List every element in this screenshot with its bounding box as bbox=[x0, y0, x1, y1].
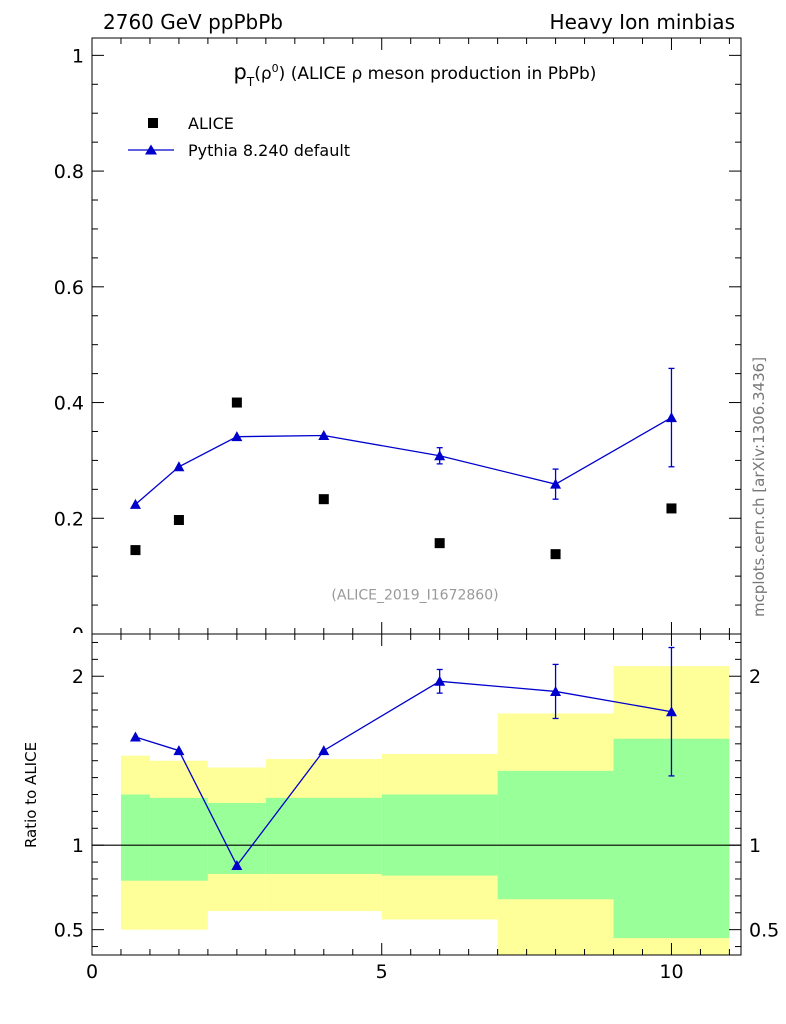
main-y-tick-label: 1 bbox=[72, 45, 84, 67]
main-pythia-point bbox=[665, 412, 677, 423]
ratio-pythia-point bbox=[231, 859, 243, 870]
ratio-pythia-point bbox=[129, 731, 141, 742]
ratio-pythia-point bbox=[434, 675, 446, 686]
ratio-plot-data bbox=[92, 646, 741, 955]
main-pythia-point bbox=[434, 450, 446, 461]
main-pythia-point bbox=[173, 461, 185, 472]
x-tick-label: 10 bbox=[659, 961, 683, 983]
ratio-y-axis-label: Ratio to ALICE bbox=[22, 742, 40, 848]
ratio-y-tick-label-right: 2 bbox=[749, 666, 761, 688]
legend-marker-alice bbox=[148, 118, 158, 128]
main-alice-point bbox=[550, 549, 561, 560]
main-y-tick-label: 0.8 bbox=[54, 161, 84, 183]
title-rest: ) (ALICE ρ meson production in PbPb) bbox=[279, 64, 597, 84]
legend-label-alice: ALICE bbox=[188, 114, 234, 133]
ratio-pythia-point bbox=[550, 685, 562, 696]
main-alice-point bbox=[318, 494, 329, 505]
main-pythia-point bbox=[231, 431, 243, 442]
watermark: (ALICE_2019_I1672860) bbox=[331, 587, 498, 603]
main-pythia-point bbox=[318, 430, 330, 441]
ratio-band-inner bbox=[381, 794, 498, 876]
main-y-tick-label-zero: 0 bbox=[72, 624, 84, 646]
watermark-group: (ALICE_2019_I1672860) bbox=[331, 587, 498, 603]
title-sup: 0 bbox=[272, 62, 279, 75]
main-alice-point bbox=[231, 397, 242, 408]
header-right: Heavy Ion minbias bbox=[550, 10, 735, 34]
main-alice-point bbox=[666, 503, 677, 514]
main-y-tick-label: 0.6 bbox=[54, 277, 84, 299]
ratio-band-inner bbox=[120, 794, 150, 881]
main-plot-axes: 0.2 0.4 0.6 0.8 1 0 bbox=[54, 37, 742, 646]
side-label: mcplots.cern.ch [arXiv:1306.3436] bbox=[750, 357, 768, 617]
main-alice-point bbox=[130, 545, 141, 556]
legend-marker-pythia bbox=[145, 144, 157, 155]
main-alice-point bbox=[434, 538, 445, 549]
ratio-pythia-point bbox=[173, 745, 185, 756]
title-p: p bbox=[234, 60, 247, 84]
ratio-y-tick-label: 0.5 bbox=[54, 920, 84, 942]
main-alice-point bbox=[173, 515, 184, 526]
x-tick-label: 0 bbox=[86, 961, 98, 983]
main-pythia-point bbox=[129, 498, 141, 509]
ratio-pythia-point bbox=[318, 745, 330, 756]
header-left: 2760 GeV ppPbPb bbox=[103, 10, 283, 34]
ratio-y-tick-label-right: 0.5 bbox=[749, 920, 779, 942]
plot-title: pT(ρ0) (ALICE ρ meson production in PbPb… bbox=[234, 60, 597, 89]
ratio-y-tick-label: 1 bbox=[72, 835, 84, 857]
ratio-band-inner bbox=[265, 797, 382, 874]
ratio-pythia-point bbox=[665, 706, 677, 717]
title-mid: (ρ bbox=[254, 64, 271, 84]
main-pythia-point bbox=[550, 478, 562, 489]
main-y-tick-label: 0.2 bbox=[54, 508, 84, 530]
title-sub: T bbox=[246, 75, 255, 89]
main-plot-data bbox=[129, 367, 677, 560]
ratio-plot-axes: 0.5 0.5 1 1 2 2 0 5 10 bbox=[54, 633, 779, 983]
x-tick-label: 5 bbox=[376, 961, 388, 983]
main-pythia-line bbox=[135, 417, 672, 505]
legend: ALICE Pythia 8.240 default bbox=[128, 114, 350, 160]
ratio-band-inner bbox=[149, 797, 208, 881]
legend-label-pythia: Pythia 8.240 default bbox=[188, 141, 350, 160]
ratio-band-inner bbox=[497, 770, 614, 900]
ratio-y-tick-label: 2 bbox=[72, 666, 84, 688]
ratio-y-tick-label-right: 1 bbox=[749, 835, 761, 857]
main-y-tick-label: 0.4 bbox=[54, 393, 84, 415]
